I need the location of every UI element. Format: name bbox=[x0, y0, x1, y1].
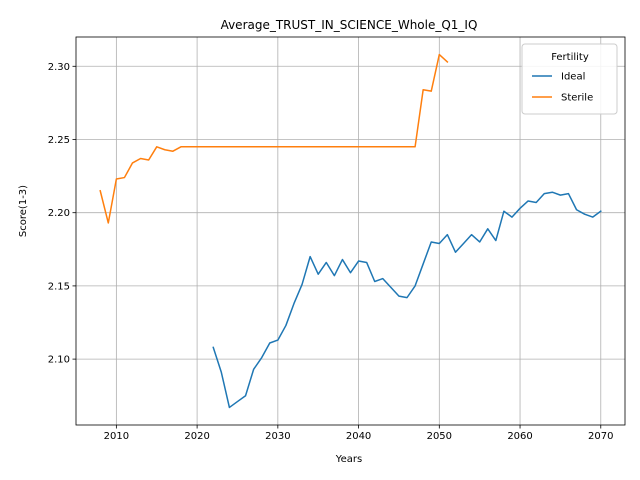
legend-title: Fertility bbox=[551, 52, 589, 63]
x-tick-label: 2030 bbox=[265, 431, 290, 442]
x-axis-ticks: 2010 2020 2030 2040 2050 2060 2070 bbox=[104, 425, 614, 442]
y-axis-label: Score(1-3) bbox=[18, 185, 29, 237]
series-line-sterile bbox=[99, 53, 449, 224]
legend: Fertility Ideal Sterile bbox=[521, 43, 618, 115]
grid-lines bbox=[76, 37, 625, 425]
legend-label-ideal: Ideal bbox=[561, 72, 585, 83]
legend-items: Ideal Sterile bbox=[532, 72, 593, 104]
y-tick-label: 2.15 bbox=[48, 281, 70, 292]
chart-title: Average_TRUST_IN_SCIENCE_Whole_Q1_IQ bbox=[221, 18, 478, 32]
x-tick-label: 2070 bbox=[588, 431, 613, 442]
y-tick-label: 2.20 bbox=[48, 208, 70, 219]
series-lines bbox=[99, 53, 602, 409]
x-tick-label: 2010 bbox=[104, 431, 129, 442]
x-tick-label: 2040 bbox=[346, 431, 371, 442]
y-tick-label: 2.30 bbox=[48, 62, 70, 73]
y-axis-ticks: 2.10 2.15 2.20 2.25 2.30 bbox=[48, 62, 76, 366]
series-line-ideal bbox=[212, 191, 602, 409]
legend-label-sterile: Sterile bbox=[561, 93, 593, 104]
x-tick-label: 2020 bbox=[184, 431, 209, 442]
y-tick-label: 2.25 bbox=[48, 135, 70, 146]
plot-frame bbox=[75, 36, 626, 426]
y-tick-label: 2.10 bbox=[48, 355, 70, 366]
x-tick-label: 2060 bbox=[507, 431, 532, 442]
x-axis-label: Years bbox=[335, 454, 362, 465]
x-tick-label: 2050 bbox=[427, 431, 452, 442]
